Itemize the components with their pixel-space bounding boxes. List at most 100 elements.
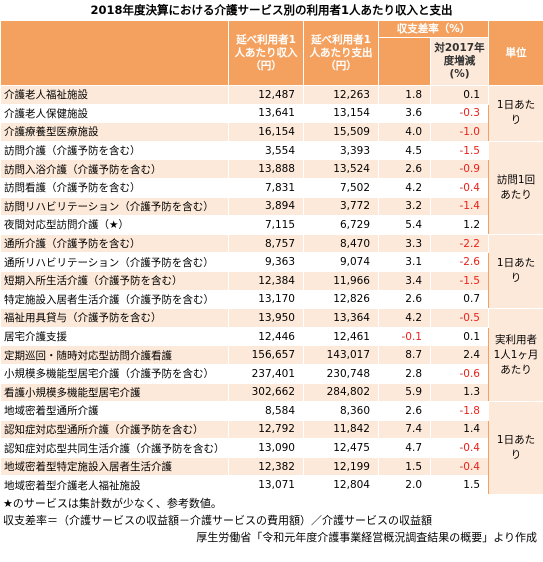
header-empty	[0, 20, 229, 86]
service-name: 訪問リハビリテーション（介護予防を含む）	[0, 196, 229, 217]
expense: 12,461	[303, 326, 379, 347]
service-name: 特定施設入居者生活介護（介護予防を含む）	[0, 289, 229, 310]
income: 12,382	[228, 456, 304, 477]
income: 9,363	[228, 252, 304, 272]
service-name: 福祉用具貸与（介護予防を含む）	[0, 308, 229, 328]
change: 0.1	[430, 85, 489, 105]
row: 地域密着型介護老人福祉施設 13,071 12,804 2.0 1.5	[0, 475, 543, 496]
unit: 1日あたり	[488, 85, 543, 142]
service-name: 地域密着型通所介護	[0, 401, 229, 421]
row: 介護療養型医療施設 16,154 15,509 4.0 -1.0	[0, 122, 543, 142]
expense: 143,017	[303, 345, 379, 365]
service-name: 介護老人福祉施設	[0, 85, 229, 105]
income: 7,115	[228, 215, 304, 235]
change: -1.5	[430, 270, 489, 291]
expense: 12,804	[303, 475, 379, 496]
row: 看護小規模多機能型居宅介護 302,662 284,802 5.9 1.3	[0, 382, 543, 403]
row: 通所介護（介護予防を含む） 8,757 8,470 3.3 -2.2 1日あたり	[0, 233, 543, 310]
income: 3,894	[228, 196, 304, 217]
unit: 1日あたり	[488, 401, 543, 496]
unit: 実利用者1人1ヶ月あたり	[488, 308, 543, 403]
change: -0.6	[430, 363, 489, 384]
change: 1.4	[430, 419, 489, 440]
service-name: 居宅介護支援	[0, 326, 229, 347]
service-name: 夜間対応型訪問介護（★）	[0, 215, 229, 235]
expense: 12,475	[303, 438, 379, 458]
unit: 訪問1回あたり	[488, 140, 543, 235]
service-name: 認知症対応型通所介護（介護予防を含む）	[0, 419, 229, 440]
change: -0.3	[430, 103, 489, 124]
expense: 284,802	[303, 382, 379, 403]
margin: 4.2	[378, 308, 431, 328]
service-name: 介護老人保健施設	[0, 103, 229, 124]
income: 13,888	[228, 159, 304, 179]
row: 訪問入浴介護（介護予防を含む） 13,888 13,524 2.6 -0.9	[0, 159, 543, 179]
row: 介護老人保健施設 13,641 13,154 3.6 -0.3	[0, 103, 543, 124]
expense: 13,524	[303, 159, 379, 179]
row: 福祉用具貸与（介護予防を含む） 13,950 13,364 4.2 -0.5 実利用者1人…	[0, 308, 543, 403]
margin: 1.8	[378, 85, 431, 105]
margin: 2.8	[378, 363, 431, 384]
expense: 15,509	[303, 122, 379, 142]
margin: 8.7	[378, 345, 431, 365]
change: 0.7	[430, 289, 489, 310]
header-unit: 単位	[488, 20, 543, 86]
margin: 3.4	[378, 270, 431, 291]
change: 1.3	[430, 382, 489, 403]
row: 特定施設入居者生活介護（介護予防を含む） 13,170 12,826 2.6 0.7	[0, 289, 543, 310]
income: 302,662	[228, 382, 304, 403]
row: 訪問リハビリテーション（介護予防を含む） 3,894 3,772 3.2 -1.4	[0, 196, 543, 217]
service-name: 訪問入浴介護（介護予防を含む）	[0, 159, 229, 179]
income: 12,384	[228, 270, 304, 291]
header-margin: 収支差率（%）	[378, 20, 489, 38]
header-income: 延べ利用者1人あたり収入（円）	[228, 20, 304, 86]
margin: 4.0	[378, 122, 431, 142]
expense: 6,729	[303, 215, 379, 235]
expense: 12,263	[303, 85, 379, 105]
change: -0.9	[430, 159, 489, 179]
change: 1.2	[430, 215, 489, 235]
row: 地域密着型通所介護 8,584 8,360 2.6 -1.8 1日あたり	[0, 401, 543, 496]
expense: 11,842	[303, 419, 379, 440]
row: 夜間対応型訪問介護（★） 7,115 6,729 5.4 1.2	[0, 215, 543, 235]
expense: 230,748	[303, 363, 379, 384]
margin: 3.3	[378, 233, 431, 254]
margin: 1.5	[378, 456, 431, 477]
row: 通所リハビリテーション（介護予防を含む） 9,363 9,074 3.1 -2.6	[0, 252, 543, 272]
income: 13,071	[228, 475, 304, 496]
change: -0.4	[430, 177, 489, 198]
row: 地域密着型特定施設入居者生活介護 12,382 12,199 1.5 -0.4	[0, 456, 543, 477]
expense: 3,393	[303, 140, 379, 161]
expense: 7,502	[303, 177, 379, 198]
margin: 4.5	[378, 140, 431, 161]
row: 居宅介護支援 12,446 12,461 -0.1 0.1	[0, 326, 543, 347]
change: 0.1	[430, 326, 489, 347]
margin: 3.6	[378, 103, 431, 124]
expense: 12,199	[303, 456, 379, 477]
margin: 2.6	[378, 401, 431, 421]
service-name: 地域密着型特定施設入居者生活介護	[0, 456, 229, 477]
change: -2.6	[430, 252, 489, 272]
income: 12,792	[228, 419, 304, 440]
change: 1.5	[430, 475, 489, 496]
margin: 3.2	[378, 196, 431, 217]
income: 7,831	[228, 177, 304, 198]
margin: 4.2	[378, 177, 431, 198]
income: 3,554	[228, 140, 304, 161]
margin: 2.6	[378, 289, 431, 310]
row: 訪問介護（介護予防を含む） 3,554 3,393 4.5 -1.5 訪問1回あたり	[0, 140, 543, 235]
income: 237,401	[228, 363, 304, 384]
income: 13,641	[228, 103, 304, 124]
change: -0.5	[430, 308, 489, 328]
change: -1.4	[430, 196, 489, 217]
expense: 8,360	[303, 401, 379, 421]
income: 12,446	[228, 326, 304, 347]
expense: 13,154	[303, 103, 379, 124]
expense: 8,470	[303, 233, 379, 254]
margin: -0.1	[378, 326, 431, 347]
row: 認知症対応型通所介護（介護予防を含む） 12,792 11,842 7.4 1.4	[0, 419, 543, 440]
row: 介護老人福祉施設 12,487 12,263 1.8 0.1 1日あたり	[0, 85, 543, 142]
change: -0.4	[430, 456, 489, 477]
notes: ★のサービスは集計数が少なく、参考数値。 収支差率＝（介護サービスの収益額－介護サ…	[0, 495, 543, 546]
